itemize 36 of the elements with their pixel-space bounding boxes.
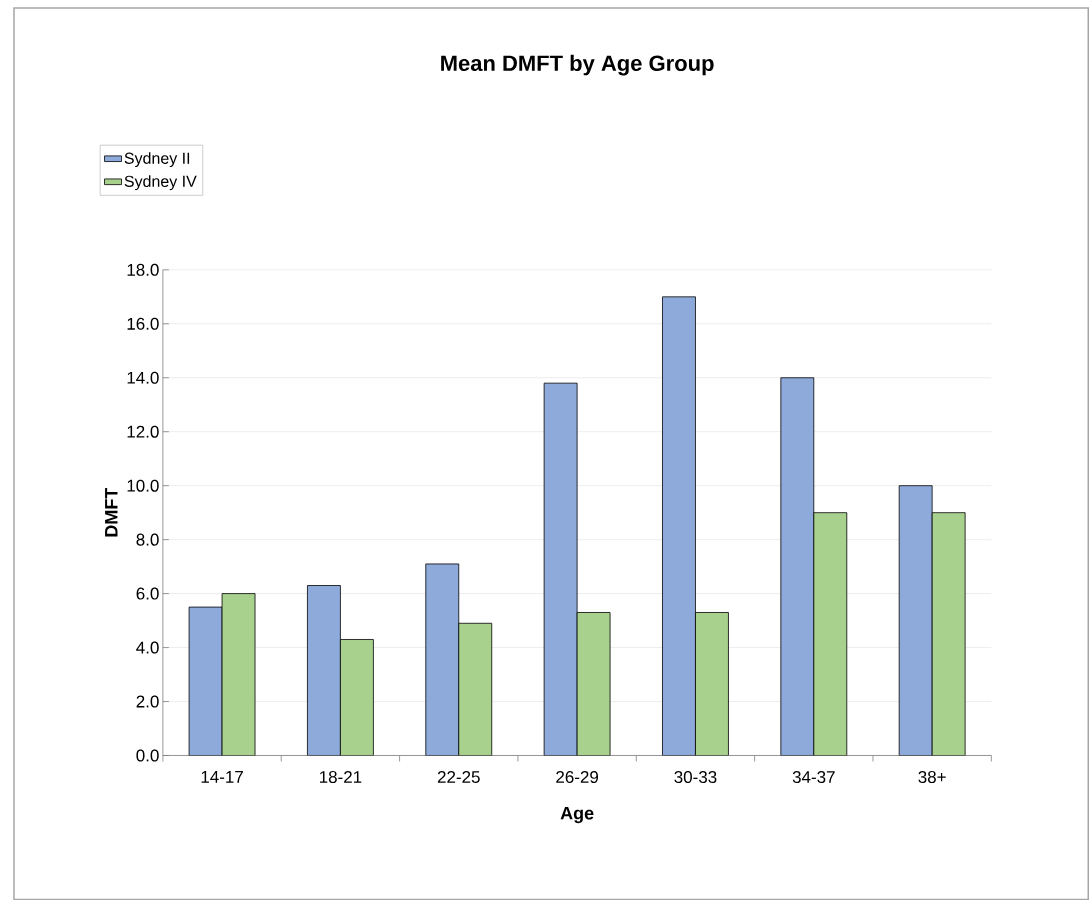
y-tick-label: 4.0 (136, 641, 159, 654)
bar (813, 512, 848, 756)
legend-label: Sydney II (124, 152, 190, 168)
bar (340, 639, 374, 756)
chart-title: Mean DMFT by Age Group (441, 54, 714, 76)
x-tick-label: 22-25 (437, 770, 480, 783)
bar (780, 377, 815, 756)
bar (898, 485, 933, 756)
y-tick-label: 16.0 (127, 317, 159, 330)
bar (425, 563, 460, 756)
x-tick-label: 14-17 (201, 770, 243, 783)
bar (458, 622, 493, 756)
y-tick-label: 6.0 (136, 587, 159, 600)
y-tick-label: 18.0 (127, 263, 159, 276)
y-tick-label: 10.0 (127, 479, 159, 492)
x-tick-label: 18-21 (319, 770, 362, 783)
y-tick-label: 0.0 (136, 749, 159, 762)
legend-label: Sydney IV (124, 175, 197, 191)
bar (307, 585, 341, 756)
bar (662, 296, 696, 756)
x-tick-label: 34-37 (792, 770, 835, 783)
y-axis-title: DMFT (105, 487, 118, 537)
bar (695, 612, 729, 756)
x-axis-title: Age (560, 806, 594, 824)
bar (576, 612, 611, 756)
bar (188, 606, 223, 756)
y-tick-label: 14.0 (127, 371, 159, 384)
y-tick-label: 12.0 (127, 425, 159, 438)
bar (221, 593, 256, 756)
x-tick-label: 30-33 (674, 770, 717, 783)
x-tick-label: 26-29 (556, 770, 599, 783)
bar (931, 512, 966, 756)
x-tick-label: 38+ (918, 770, 946, 783)
y-tick-label: 8.0 (136, 533, 159, 546)
bar (543, 382, 578, 756)
y-tick-label: 2.0 (136, 695, 159, 708)
